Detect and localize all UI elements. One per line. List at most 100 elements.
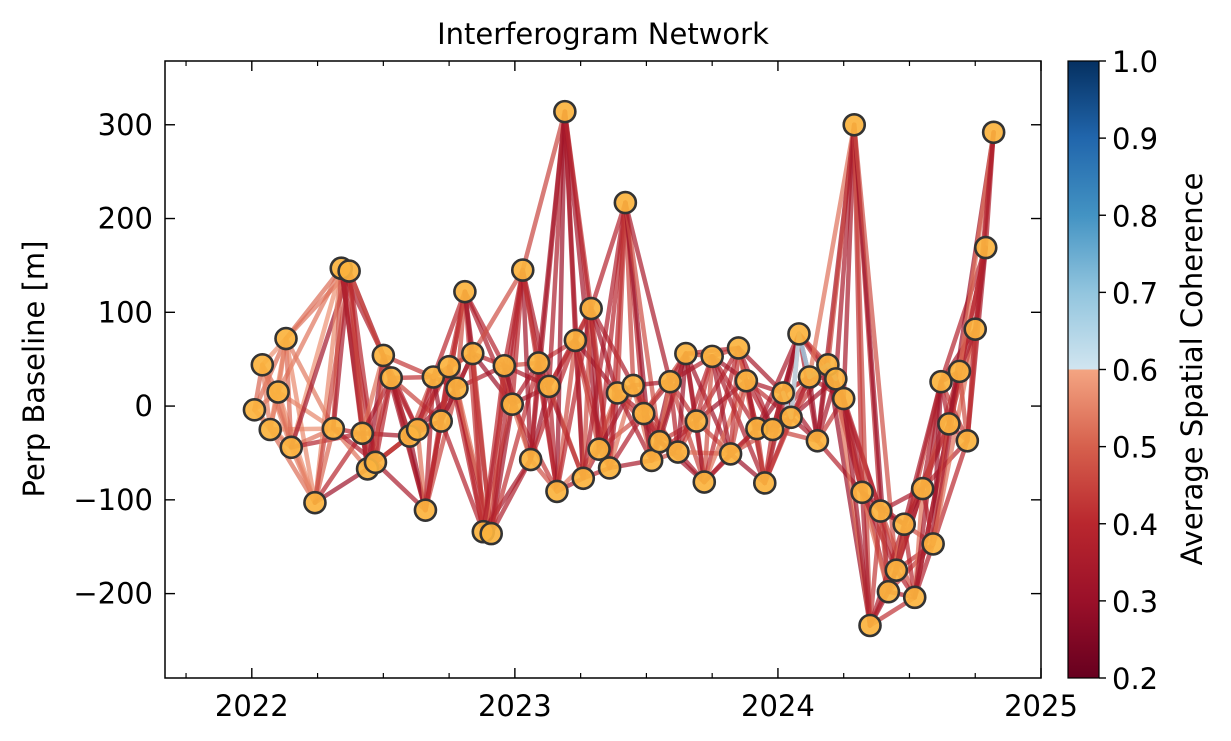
colorbar bbox=[1067, 60, 1100, 679]
pair-edge bbox=[520, 267, 533, 462]
pair-edge bbox=[488, 360, 541, 536]
acquisition-point bbox=[303, 490, 327, 515]
acquisition-point bbox=[947, 359, 972, 384]
colorbar-axis: 0.2 0.3 0.4 0.5 0.6 0.7 0.8 0.9 1.0 bbox=[1099, 45, 1158, 696]
acquisition-point bbox=[429, 409, 454, 433]
acquisition-point bbox=[658, 369, 682, 394]
acquisition-point bbox=[453, 279, 477, 304]
acquisition-point bbox=[973, 235, 998, 260]
acquisition-point bbox=[963, 317, 988, 341]
acquisition-point bbox=[850, 480, 874, 505]
pair-edge bbox=[588, 200, 628, 311]
acquisition-point bbox=[445, 376, 469, 401]
pair-edge bbox=[930, 438, 970, 547]
pair-edge bbox=[488, 457, 533, 536]
acquisition-point bbox=[876, 579, 901, 604]
acquisition-point bbox=[797, 365, 822, 389]
pair-edge bbox=[938, 245, 989, 384]
acquisition-point bbox=[752, 471, 777, 495]
pair-edge bbox=[573, 338, 586, 481]
colorbar-tick-label: 1.0 bbox=[1112, 45, 1158, 79]
acquisition-point bbox=[279, 435, 304, 460]
acquisition-point bbox=[526, 351, 551, 375]
acquisition-point bbox=[631, 401, 656, 426]
y-axis-label: Perp Baseline [m] bbox=[17, 241, 51, 498]
acquisition-point bbox=[437, 354, 461, 379]
pair-edge bbox=[615, 200, 628, 396]
acquisition-point bbox=[921, 532, 945, 556]
acquisition-point bbox=[350, 421, 375, 446]
acquisition-point bbox=[460, 341, 485, 366]
pair-edge bbox=[859, 490, 873, 628]
acquisition-point bbox=[666, 440, 690, 464]
acquisition-point bbox=[250, 353, 275, 377]
plot-frame bbox=[164, 60, 1042, 679]
pair-edge bbox=[623, 200, 673, 384]
acquisition-point bbox=[824, 367, 848, 391]
pair-edge bbox=[807, 122, 857, 380]
acquisition-point bbox=[902, 585, 927, 610]
acquisition-point bbox=[692, 470, 717, 494]
acquisition-point bbox=[760, 417, 785, 442]
acquisition-point bbox=[379, 366, 404, 390]
pair-edge bbox=[702, 354, 715, 485]
acquisition-point bbox=[726, 336, 751, 360]
pair-edge bbox=[859, 490, 891, 594]
y-tick-label: 100 bbox=[98, 295, 153, 329]
acquisition-point bbox=[884, 558, 909, 582]
acquisition-point bbox=[613, 190, 638, 215]
acquisition-point bbox=[479, 521, 503, 546]
colorbar-tick-label: 0.3 bbox=[1112, 585, 1158, 619]
colorbar-tick-label: 0.8 bbox=[1112, 199, 1158, 233]
colorbar-tick-label: 0.6 bbox=[1112, 354, 1158, 388]
pair-edge bbox=[841, 122, 857, 401]
pair-edge bbox=[615, 390, 654, 463]
pair-edge bbox=[728, 345, 741, 457]
colorbar-tick-label: 0.7 bbox=[1112, 276, 1158, 310]
colorbar-tick-label: 0.2 bbox=[1112, 662, 1158, 696]
acquisition-point bbox=[734, 368, 759, 393]
x-tick-label: 2023 bbox=[478, 689, 552, 723]
chart-title: Interferogram Network bbox=[437, 17, 769, 51]
colorbar-tick-label: 0.9 bbox=[1112, 122, 1158, 156]
acquisition-point bbox=[579, 296, 603, 321]
acquisition-point bbox=[405, 417, 430, 442]
colorbar-tick-label: 0.5 bbox=[1112, 431, 1158, 465]
acquisition-point bbox=[831, 386, 856, 411]
pair-edge bbox=[607, 383, 636, 471]
pair-edge bbox=[728, 378, 749, 457]
acquisition-point bbox=[413, 498, 438, 522]
pair-edges bbox=[252, 109, 996, 628]
acquisition-point bbox=[274, 326, 298, 351]
pair-edge bbox=[520, 109, 568, 273]
acquisition-point bbox=[892, 512, 917, 537]
x-axis: 2022 2023 2024 2025 bbox=[185, 61, 1078, 723]
acquisition-point bbox=[363, 450, 388, 475]
acquisition-point bbox=[537, 374, 561, 399]
y-tick-label: −200 bbox=[73, 577, 153, 611]
pair-edge bbox=[901, 521, 917, 600]
y-tick-label: 0 bbox=[135, 389, 153, 423]
acquisition-point bbox=[621, 373, 646, 398]
colorbar-tick-label: 0.4 bbox=[1112, 508, 1158, 542]
acquisition-point bbox=[929, 369, 953, 394]
acquisition-point bbox=[258, 417, 283, 442]
acquisition-point bbox=[937, 412, 961, 436]
acquisition-point bbox=[242, 398, 267, 422]
acquisition-point bbox=[321, 416, 346, 441]
acquisition-point bbox=[981, 120, 1006, 145]
x-tick-label: 2024 bbox=[741, 689, 815, 723]
pair-edge bbox=[509, 267, 526, 407]
acquisition-point bbox=[684, 409, 709, 433]
acquisition-point bbox=[563, 328, 588, 353]
acquisition-point bbox=[545, 479, 569, 504]
acquisition-point bbox=[266, 380, 290, 404]
pair-edge bbox=[867, 508, 883, 628]
x-tick-label: 2022 bbox=[215, 689, 289, 723]
pair-edge bbox=[851, 122, 899, 573]
pair-edge bbox=[438, 418, 486, 534]
acquisition-point bbox=[510, 258, 535, 282]
acquisition-point bbox=[571, 466, 596, 491]
pair-edge bbox=[983, 130, 996, 250]
